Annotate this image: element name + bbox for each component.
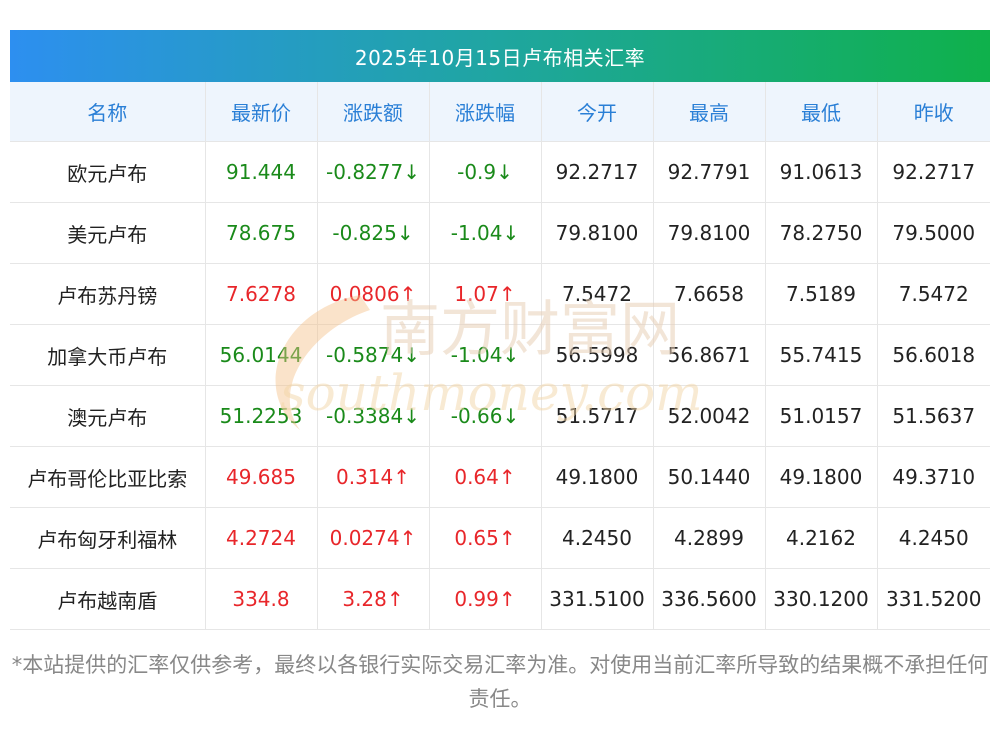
cell-change: 0.0274↑	[317, 507, 430, 569]
col-header-change: 涨跌额	[317, 82, 430, 142]
cell-latest: 49.685	[205, 446, 318, 508]
cell-open: 92.2717	[541, 141, 654, 203]
col-header-name: 名称	[10, 82, 206, 142]
rates-table: 名称 最新价 涨跌额 涨跌幅 今开 最高 最低 昨收 欧元卢布 91.444 -0.…	[10, 82, 990, 630]
table-row: 卢布苏丹镑 7.6278 0.0806↑ 1.07↑ 7.5472 7.6658 7.518…	[10, 263, 990, 325]
table-title: 2025年10月15日卢布相关汇率	[10, 30, 990, 82]
cell-name: 澳元卢布	[10, 385, 206, 447]
cell-name: 欧元卢布	[10, 141, 206, 203]
col-header-low: 最低	[765, 82, 878, 142]
table-row: 澳元卢布 51.2253 -0.3384↓ -0.66↓ 51.5717 52.0042 5…	[10, 385, 990, 447]
cell-pct: 1.07↑	[429, 263, 542, 325]
table-header-row: 名称 最新价 涨跌额 涨跌幅 今开 最高 最低 昨收	[10, 82, 990, 142]
cell-low: 7.5189	[765, 263, 878, 325]
cell-low: 91.0613	[765, 141, 878, 203]
cell-pct: 0.64↑	[429, 446, 542, 508]
cell-latest: 7.6278	[205, 263, 318, 325]
col-header-prev: 昨收	[877, 82, 990, 142]
cell-change: 3.28↑	[317, 568, 430, 630]
cell-name: 卢布哥伦比亚比索	[10, 446, 206, 508]
cell-prev: 4.2450	[877, 507, 990, 569]
cell-low: 330.1200	[765, 568, 878, 630]
col-header-high: 最高	[653, 82, 766, 142]
cell-change: -0.5874↓	[317, 324, 430, 386]
cell-pct: 0.65↑	[429, 507, 542, 569]
cell-name: 美元卢布	[10, 202, 206, 264]
cell-prev: 56.6018	[877, 324, 990, 386]
cell-latest: 51.2253	[205, 385, 318, 447]
table-row: 美元卢布 78.675 -0.825↓ -1.04↓ 79.8100 79.8100 78.…	[10, 202, 990, 264]
cell-pct: 0.99↑	[429, 568, 542, 630]
cell-prev: 92.2717	[877, 141, 990, 203]
cell-high: 4.2899	[653, 507, 766, 569]
disclaimer-footnote: *本站提供的汇率仅供参考，最终以各银行实际交易汇率为准。对使用当前汇率所导致的结…	[11, 653, 989, 711]
cell-pct: -0.9↓	[429, 141, 542, 203]
cell-change: -0.825↓	[317, 202, 430, 264]
cell-high: 336.5600	[653, 568, 766, 630]
cell-high: 7.6658	[653, 263, 766, 325]
cell-open: 4.2450	[541, 507, 654, 569]
cell-latest: 91.444	[205, 141, 318, 203]
cell-prev: 331.5200	[877, 568, 990, 630]
cell-low: 78.2750	[765, 202, 878, 264]
cell-low: 55.7415	[765, 324, 878, 386]
cell-prev: 7.5472	[877, 263, 990, 325]
col-header-open: 今开	[541, 82, 654, 142]
cell-high: 50.1440	[653, 446, 766, 508]
cell-prev: 79.5000	[877, 202, 990, 264]
col-header-latest: 最新价	[205, 82, 318, 142]
col-header-pct: 涨跌幅	[429, 82, 542, 142]
cell-name: 加拿大币卢布	[10, 324, 206, 386]
cell-open: 331.5100	[541, 568, 654, 630]
rates-panel: 2025年10月15日卢布相关汇率 名称 最新价 涨跌额 涨跌幅 今开 最高 最…	[10, 30, 990, 630]
cell-pct: -1.04↓	[429, 324, 542, 386]
cell-prev: 51.5637	[877, 385, 990, 447]
cell-pct: -0.66↓	[429, 385, 542, 447]
cell-change: -0.3384↓	[317, 385, 430, 447]
cell-pct: -1.04↓	[429, 202, 542, 264]
cell-open: 56.5998	[541, 324, 654, 386]
cell-low: 4.2162	[765, 507, 878, 569]
cell-open: 79.8100	[541, 202, 654, 264]
cell-name: 卢布苏丹镑	[10, 263, 206, 325]
table-row: 卢布越南盾 334.8 3.28↑ 0.99↑ 331.5100 336.5600 330.…	[10, 568, 990, 630]
cell-change: -0.8277↓	[317, 141, 430, 203]
cell-high: 92.7791	[653, 141, 766, 203]
cell-open: 51.5717	[541, 385, 654, 447]
cell-high: 79.8100	[653, 202, 766, 264]
table-row: 卢布匈牙利福林 4.2724 0.0274↑ 0.65↑ 4.2450 4.2899 4.2…	[10, 507, 990, 569]
cell-prev: 49.3710	[877, 446, 990, 508]
cell-high: 56.8671	[653, 324, 766, 386]
cell-name: 卢布匈牙利福林	[10, 507, 206, 569]
table-row: 欧元卢布 91.444 -0.8277↓ -0.9↓ 92.2717 92.7791 91.…	[10, 141, 990, 203]
cell-name: 卢布越南盾	[10, 568, 206, 630]
cell-low: 51.0157	[765, 385, 878, 447]
cell-low: 49.1800	[765, 446, 878, 508]
cell-open: 49.1800	[541, 446, 654, 508]
cell-latest: 4.2724	[205, 507, 318, 569]
cell-latest: 56.0144	[205, 324, 318, 386]
cell-latest: 334.8	[205, 568, 318, 630]
cell-high: 52.0042	[653, 385, 766, 447]
cell-open: 7.5472	[541, 263, 654, 325]
cell-change: 0.0806↑	[317, 263, 430, 325]
cell-change: 0.314↑	[317, 446, 430, 508]
cell-latest: 78.675	[205, 202, 318, 264]
table-row: 卢布哥伦比亚比索 49.685 0.314↑ 0.64↑ 49.1800 50.1440 4…	[10, 446, 990, 508]
table-row: 加拿大币卢布 56.0144 -0.5874↓ -1.04↓ 56.5998 56.867…	[10, 324, 990, 386]
